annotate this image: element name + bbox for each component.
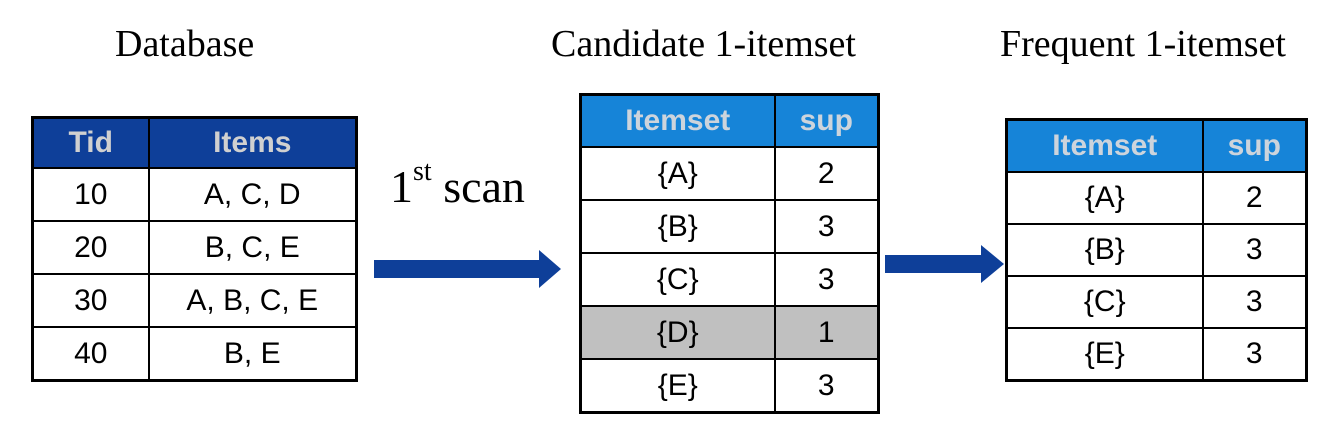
table-header-row: Tid Items: [31, 116, 358, 169]
itemset-cell: {C}: [1005, 275, 1204, 329]
sup-cell: 3: [773, 252, 880, 307]
table-row: 10 A, C, D: [31, 167, 358, 222]
table-row: {A} 2: [1005, 171, 1308, 225]
scan-ordinal: 1: [390, 161, 413, 212]
table-row: 30 A, B, C, E: [31, 273, 358, 328]
table-row: 20 B, C, E: [31, 220, 358, 275]
frequent-itemset-table: Itemset sup {A} 2 {B} 3 {C} 3 {E} 3: [1005, 118, 1308, 382]
sup-cell: 2: [773, 146, 880, 201]
itemset-cell: {A}: [1005, 171, 1204, 225]
sup-cell: 3: [1201, 223, 1308, 277]
scan-arrow-icon: [374, 250, 561, 288]
itemset-cell: {E}: [579, 358, 776, 414]
database-title: Database: [115, 23, 255, 65]
table-row: {E} 3: [1005, 327, 1308, 382]
sup-cell: 3: [773, 358, 880, 414]
itemset-cell: {D}: [579, 305, 776, 360]
filter-arrow-icon: [885, 245, 1004, 283]
column-header-sup: sup: [773, 93, 880, 148]
sup-cell: 2: [1201, 171, 1308, 225]
table-row: {C} 3: [579, 252, 880, 307]
database-table: Tid Items 10 A, C, D 20 B, C, E 30 A, B,…: [31, 116, 358, 382]
table-header-row: Itemset sup: [1005, 118, 1308, 173]
sup-cell: 3: [773, 199, 880, 254]
table-row: {B} 3: [579, 199, 880, 254]
itemset-cell: {B}: [1005, 223, 1204, 277]
sup-cell: 1: [773, 305, 880, 360]
column-header-itemset: Itemset: [1005, 118, 1204, 173]
column-header-sup: sup: [1201, 118, 1308, 173]
candidate-itemset-table: Itemset sup {A} 2 {B} 3 {C} 3 {D} 1 {E} …: [579, 93, 880, 414]
column-header-itemset: Itemset: [579, 93, 776, 148]
items-cell: A, B, C, E: [147, 273, 358, 328]
frequent-itemset-title: Frequent 1-itemset: [1000, 23, 1286, 65]
tid-cell: 40: [31, 326, 150, 382]
scan-label: 1st scan: [390, 156, 525, 213]
table-row: {A} 2: [579, 146, 880, 201]
itemset-cell: {A}: [579, 146, 776, 201]
candidate-itemset-title: Candidate 1-itemset: [551, 23, 856, 65]
itemset-cell: {E}: [1005, 327, 1204, 382]
tid-cell: 30: [31, 273, 150, 328]
tid-cell: 20: [31, 220, 150, 275]
column-header-tid: Tid: [31, 116, 150, 169]
pruned-table-row: {D} 1: [579, 305, 880, 360]
column-header-items: Items: [147, 116, 358, 169]
sup-cell: 3: [1201, 275, 1308, 329]
items-cell: B, C, E: [147, 220, 358, 275]
scan-ordinal-suffix: st: [413, 156, 432, 187]
table-row: 40 B, E: [31, 326, 358, 382]
sup-cell: 3: [1201, 327, 1308, 382]
table-row: {C} 3: [1005, 275, 1308, 329]
itemset-cell: {B}: [579, 199, 776, 254]
itemset-cell: {C}: [579, 252, 776, 307]
items-cell: B, E: [147, 326, 358, 382]
scan-word: scan: [443, 161, 525, 212]
table-header-row: Itemset sup: [579, 93, 880, 148]
table-row: {E} 3: [579, 358, 880, 414]
tid-cell: 10: [31, 167, 150, 222]
items-cell: A, C, D: [147, 167, 358, 222]
table-row: {B} 3: [1005, 223, 1308, 277]
